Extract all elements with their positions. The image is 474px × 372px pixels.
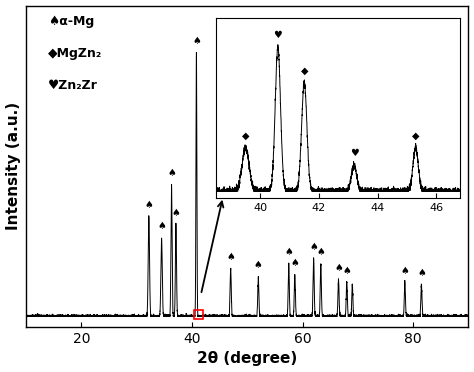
Text: ♠: ♠ bbox=[172, 208, 180, 218]
Text: ♥Zn₂Zr: ♥Zn₂Zr bbox=[48, 80, 98, 93]
Text: ♠: ♠ bbox=[226, 253, 235, 263]
Text: ♠: ♠ bbox=[284, 247, 293, 257]
X-axis label: 2θ (degree): 2θ (degree) bbox=[197, 352, 297, 366]
Text: ♠: ♠ bbox=[254, 260, 263, 270]
Text: ♠: ♠ bbox=[192, 36, 201, 46]
Text: ♠: ♠ bbox=[334, 263, 343, 273]
Text: ♠: ♠ bbox=[167, 168, 176, 178]
Text: ♠: ♠ bbox=[342, 266, 351, 276]
Text: ♠: ♠ bbox=[291, 258, 299, 268]
Text: ♠: ♠ bbox=[309, 242, 318, 252]
Bar bbox=[194, 310, 203, 319]
Text: ♠: ♠ bbox=[401, 266, 409, 276]
Text: ♠: ♠ bbox=[417, 268, 426, 278]
Text: ◆MgZn₂: ◆MgZn₂ bbox=[48, 47, 102, 60]
Text: ♠α-Mg: ♠α-Mg bbox=[48, 15, 94, 28]
Text: ♠: ♠ bbox=[145, 200, 153, 210]
Y-axis label: Intensity (a.u.): Intensity (a.u.) bbox=[6, 102, 20, 230]
Text: ♠: ♠ bbox=[317, 247, 325, 257]
Text: ♠: ♠ bbox=[157, 221, 166, 231]
